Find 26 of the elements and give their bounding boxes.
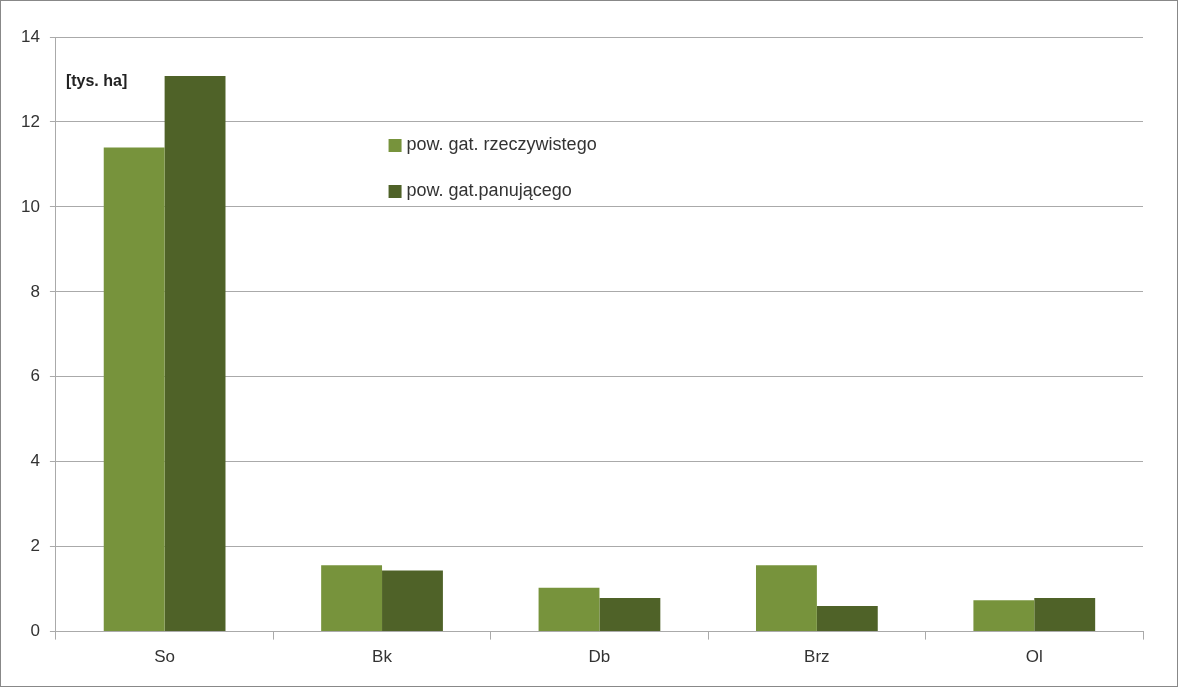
bar <box>973 600 1035 632</box>
bar <box>1034 598 1096 632</box>
bar <box>599 598 661 632</box>
x-tick-label: Ol <box>1025 647 1043 667</box>
x-tick-label: Brz <box>804 647 830 667</box>
y-axis-title: [tys. ha] <box>65 72 128 90</box>
legend-label: pow. gat.panującego <box>406 179 572 200</box>
bar <box>538 587 600 632</box>
x-tick-label: Db <box>588 647 611 667</box>
y-tick-label: 2 <box>30 536 40 556</box>
y-tick-label: 12 <box>20 111 40 131</box>
bar <box>382 570 443 632</box>
y-tick-label: 10 <box>20 196 40 216</box>
bar <box>103 147 165 632</box>
y-tick-label: 14 <box>20 26 40 46</box>
bar <box>816 606 878 632</box>
legend-label: pow. gat. rzeczywistego <box>406 133 597 154</box>
x-tick-label: So <box>154 647 176 667</box>
bar <box>164 76 226 632</box>
bar <box>321 565 383 632</box>
y-tick-label: 6 <box>30 366 40 386</box>
y-tick-label: 8 <box>30 281 40 301</box>
bar <box>756 565 817 632</box>
x-tick-label: Bk <box>372 647 393 667</box>
y-tick-label: 0 <box>30 621 40 641</box>
y-tick-label: 4 <box>30 451 40 471</box>
